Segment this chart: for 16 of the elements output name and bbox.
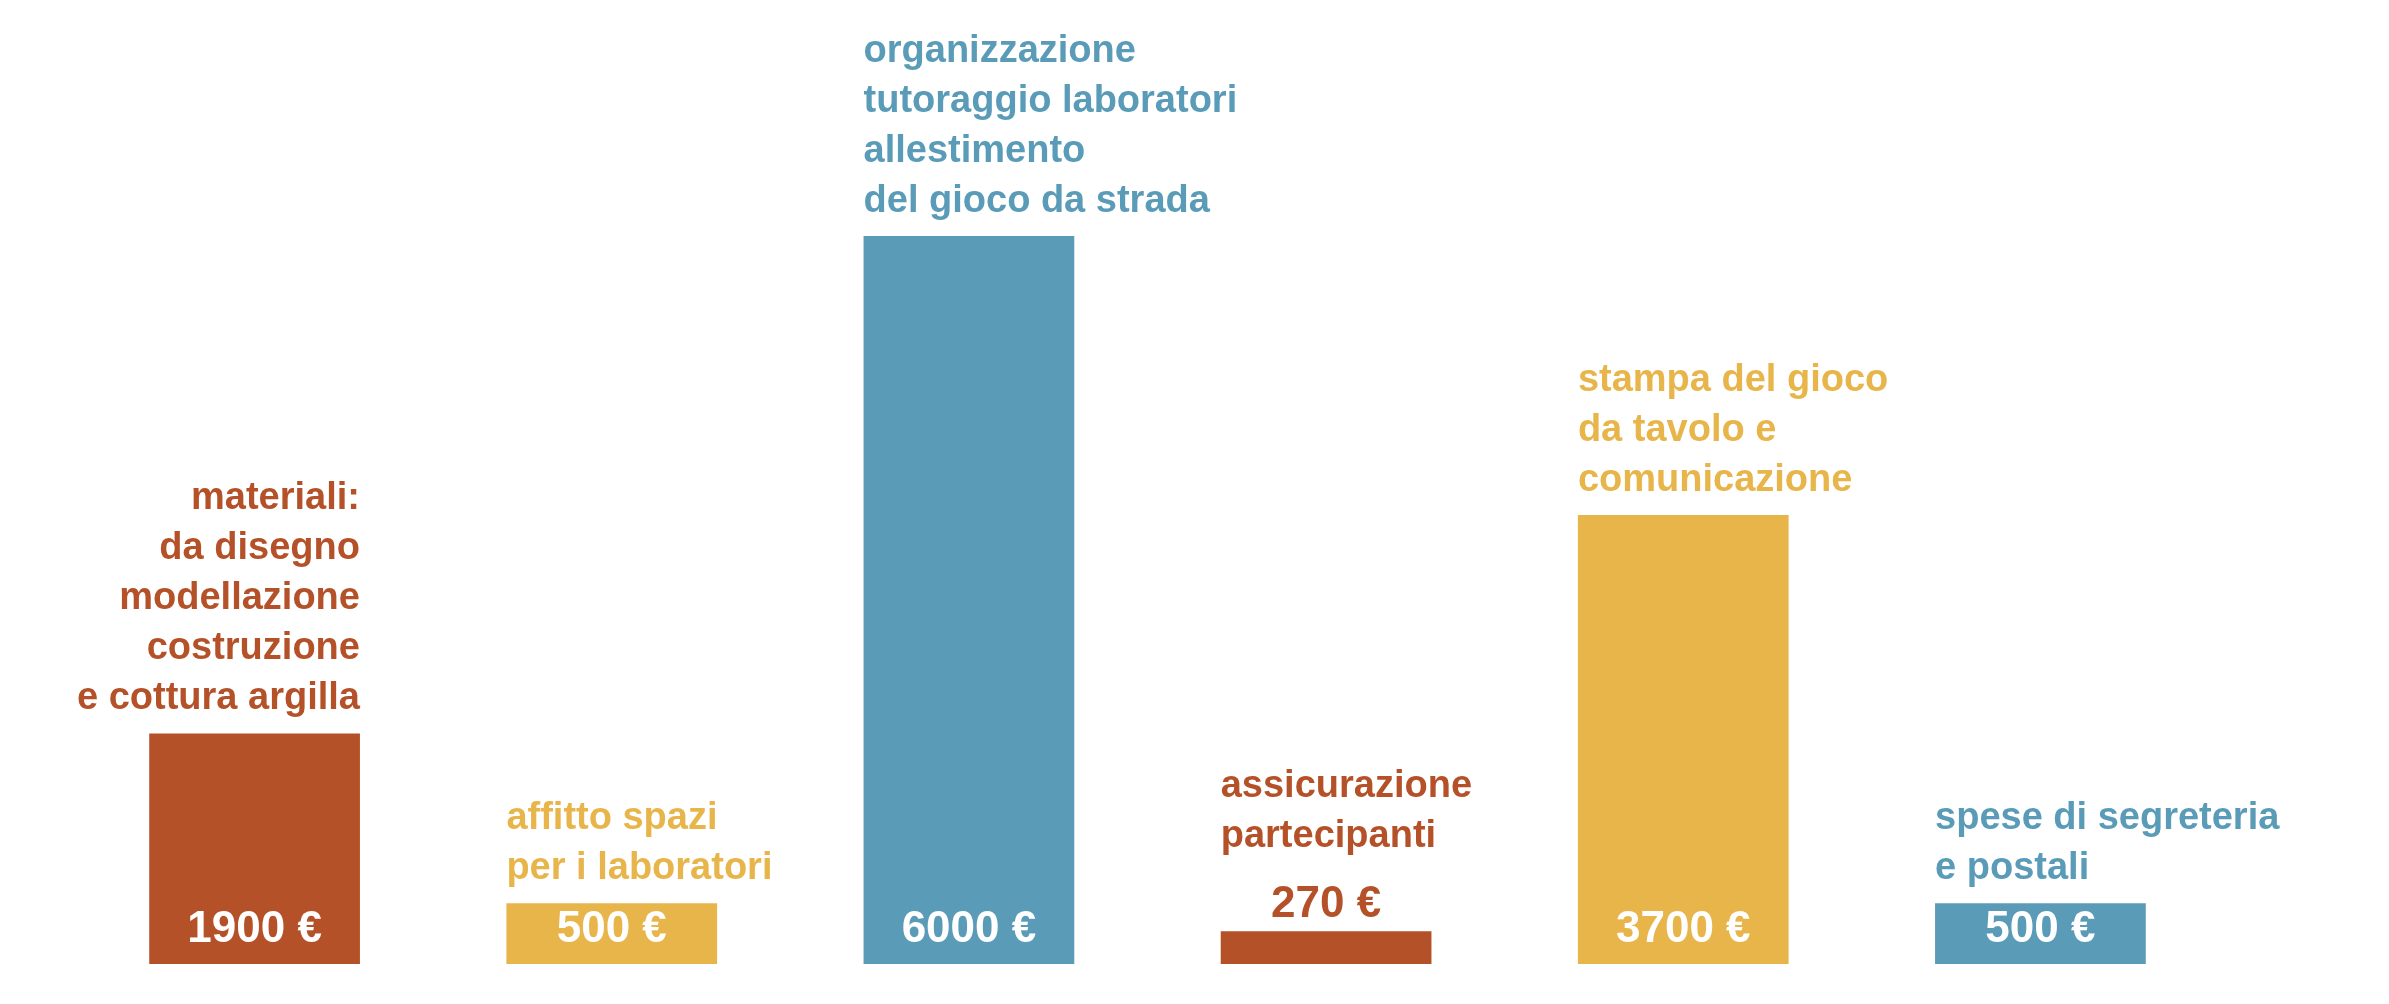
data-label: 270 € — [1271, 877, 1382, 927]
bar — [863, 236, 1075, 964]
data-label: 3700 € — [1615, 902, 1751, 951]
data-label: 6000 € — [901, 902, 1037, 951]
x-tick-label: stampa del gioco da tavolo e comunicazione — [1577, 357, 1889, 500]
x-tick-label: assicurazione partecipanti — [1220, 763, 1473, 856]
bar — [1220, 931, 1432, 964]
x-tick-label: materiali: da disegno modellazione costruzione e cottura argilla — [76, 475, 361, 718]
bar — [1577, 515, 1789, 964]
x-tick-label: affitto spazi per i laboratori — [506, 795, 773, 888]
data-label: 1900 € — [187, 902, 322, 951]
x-tick-label: organizzazione tutoraggio laboratori allestimento del gioco da strada — [863, 28, 1238, 220]
data-label: 500 € — [1985, 902, 2096, 951]
bar — [149, 733, 360, 964]
x-tick-label: spese di segreteria e postali — [1935, 795, 2281, 888]
data-label: 500 € — [556, 902, 667, 951]
